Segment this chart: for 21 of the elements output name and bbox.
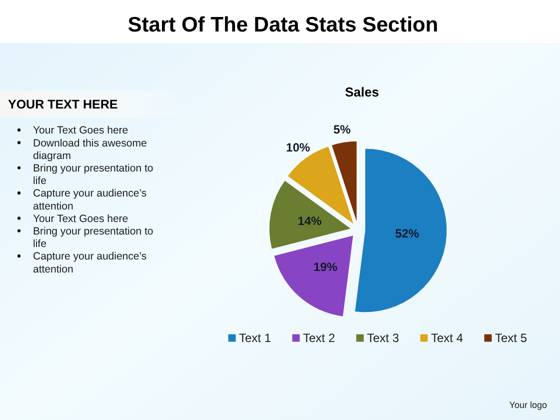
text: Your Text Goes here	[33, 124, 128, 137]
legend-label: Text 4	[431, 331, 464, 346]
chart-subtitle: Sales	[345, 84, 379, 100]
text: Your Text Goes here	[33, 212, 128, 225]
legend-label: Text 5	[495, 331, 528, 346]
text: Download this awesome diagram	[33, 137, 147, 162]
legend-label: Text 3	[367, 331, 400, 346]
text: Capture your audience’s attention	[33, 188, 147, 212]
data-label: 19%	[313, 260, 338, 274]
text: YOUR TEXT HERE	[8, 97, 118, 112]
data-label: 14%	[298, 214, 322, 228]
data-label: 52%	[395, 226, 420, 240]
legend-label: Text 2	[303, 331, 336, 346]
data-label: 5%	[333, 122, 352, 136]
text: Capture your audience’s attention	[33, 250, 147, 276]
text: Bring your presentation to life	[33, 225, 154, 250]
legend-label: Text 1	[239, 331, 272, 346]
chart-title: Start Of The Data Stats Section	[128, 13, 438, 36]
text: Bring your presentation to life	[33, 162, 154, 188]
data-label: 10%	[286, 140, 310, 155]
text: Your logo	[509, 400, 547, 410]
